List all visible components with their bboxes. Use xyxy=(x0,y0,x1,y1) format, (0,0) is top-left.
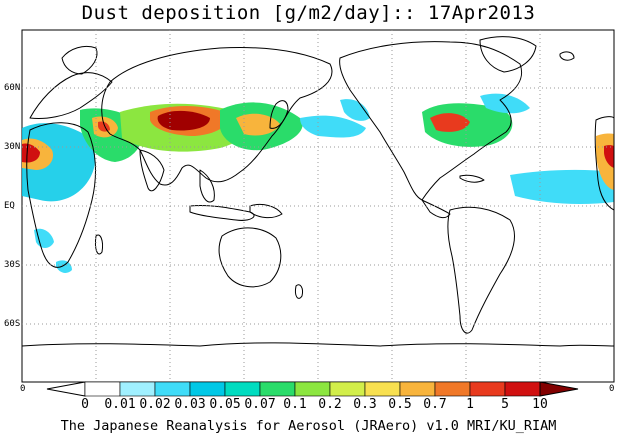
graticule xyxy=(22,30,614,382)
legend-label: 0.7 xyxy=(423,397,447,412)
legend-label: 0.05 xyxy=(209,397,241,412)
coast-scandinavia xyxy=(61,45,98,75)
legend-label: 0.01 xyxy=(104,397,136,412)
legend-label: 0.07 xyxy=(244,397,276,412)
lat-label-60n: 60N xyxy=(4,83,21,93)
legend-swatch xyxy=(119,381,156,397)
legend-swatch xyxy=(224,381,261,397)
legend-under-arrow xyxy=(46,381,86,397)
legend-swatch xyxy=(469,381,506,397)
axis-edge-label-right: 0 xyxy=(609,384,615,394)
legend-swatch xyxy=(399,381,436,397)
legend-label: 0.02 xyxy=(139,397,171,412)
coast-new-guinea xyxy=(249,203,283,219)
lat-label-30s: 30S xyxy=(4,260,21,270)
coast-indonesia xyxy=(189,205,255,221)
legend-swatch xyxy=(364,381,401,397)
coast-new-zealand xyxy=(295,284,303,299)
coast-north-america xyxy=(339,41,522,201)
legend-label: 0.3 xyxy=(353,397,377,412)
dust-region-south-atlantic xyxy=(56,260,72,273)
dust-region-north-america-ne xyxy=(480,93,530,114)
coast-indochina xyxy=(199,169,215,203)
legend-label: 0.03 xyxy=(174,397,206,412)
lat-label-60s: 60S xyxy=(4,319,21,329)
legend-label: 0.1 xyxy=(283,397,307,412)
coastlines xyxy=(21,36,615,347)
legend-swatch xyxy=(259,381,296,397)
dust-region-southern-africa xyxy=(34,228,54,248)
coast-greenland xyxy=(479,36,537,73)
dust-region-gobi-peak xyxy=(157,110,210,131)
dust-region-west-africa-east-peak xyxy=(604,145,614,168)
legend-swatch xyxy=(504,381,541,397)
axis-edge-label-left: 0 xyxy=(20,384,26,394)
legend-labels: 0 0.01 0.02 0.03 0.05 0.07 0.1 0.2 0.3 0.5 0.7 1 5 10 xyxy=(0,397,617,413)
legend-label: 0.2 xyxy=(318,397,342,412)
legend-swatch xyxy=(154,381,191,397)
dust-region-pacific-east xyxy=(340,99,370,121)
lat-label-eq: EQ xyxy=(4,201,15,211)
coast-europe xyxy=(29,72,113,119)
legend-label: 0.5 xyxy=(388,397,412,412)
legend-over-arrow xyxy=(539,381,579,397)
color-legend xyxy=(46,381,579,397)
dust-region-north-pacific xyxy=(300,115,366,138)
legend-swatch xyxy=(294,381,331,397)
coast-africa xyxy=(26,122,96,268)
legend-swatch xyxy=(434,381,471,397)
coast-central-america xyxy=(421,199,451,219)
legend-swatch xyxy=(84,381,121,397)
legend-label: 0 xyxy=(81,397,89,412)
map-title: Dust deposition [g/m2/day]:: 17Apr2013 xyxy=(81,2,536,24)
dust-region-north-america-core xyxy=(430,113,470,132)
coast-africa-east-edge xyxy=(594,116,615,211)
coast-india xyxy=(139,149,165,192)
legend-label: 5 xyxy=(501,397,509,412)
lat-label-30n: 30N xyxy=(4,142,21,152)
coast-iceland xyxy=(559,51,575,61)
coast-japan xyxy=(269,100,289,129)
coast-cuba xyxy=(459,174,485,183)
coast-antarctica xyxy=(21,342,615,347)
dust-region-tropical-atlantic xyxy=(510,169,614,204)
footer-credit: The Japanese Reanalysis for Aerosol (JRA… xyxy=(60,418,557,434)
legend-label: 10 xyxy=(532,397,548,412)
legend-swatch xyxy=(189,381,226,397)
legend-swatch xyxy=(329,381,366,397)
coast-south-america xyxy=(447,206,515,334)
dust-region-arabia-peak xyxy=(98,121,110,132)
dust-region-east-asia-core xyxy=(236,113,280,136)
legend-label: 1 xyxy=(466,397,474,412)
